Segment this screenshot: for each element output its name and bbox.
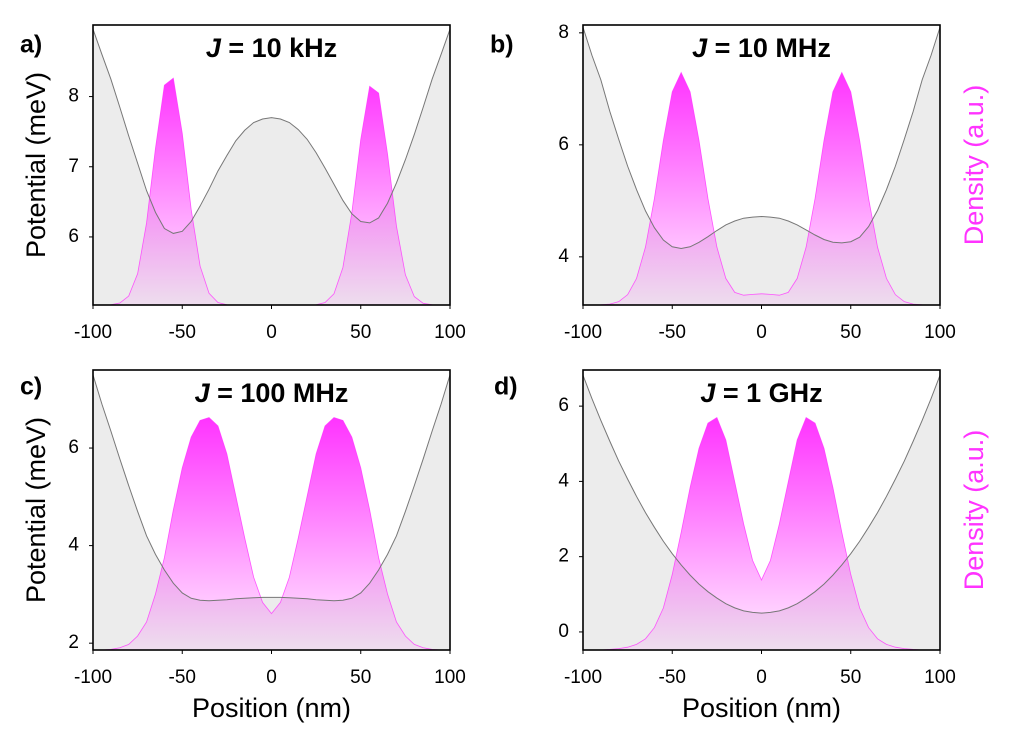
panel-title: J = 10 kHz: [206, 33, 337, 63]
y-tick-label: 2: [558, 546, 569, 567]
y-axis-label: Potential (meV): [21, 72, 51, 258]
panel-title: J = 1 GHz: [700, 378, 822, 408]
y2-axis-label: Density (a.u.): [959, 430, 989, 591]
potential-line: [583, 375, 940, 614]
x-tick-label: 100: [434, 322, 466, 343]
x-axis-label: Position (nm): [192, 693, 351, 723]
plot-area: [583, 27, 940, 305]
y-tick-label: 4: [558, 246, 569, 267]
plot-area: [93, 374, 450, 650]
y-tick-label: 8: [68, 86, 79, 107]
x-tick-label: -100: [564, 667, 602, 688]
potential-line: [93, 29, 450, 234]
y-tick-label: 4: [558, 470, 569, 491]
x-tick-label: 50: [840, 667, 861, 688]
y-tick-label: 8: [558, 22, 569, 43]
panel-title: J = 100 MHz: [195, 378, 349, 408]
panel-label: c): [20, 373, 42, 401]
y-tick-label: 6: [68, 437, 79, 458]
panel-title: J = 10 MHz: [692, 33, 831, 63]
x-tick-label: 50: [840, 322, 861, 343]
x-tick-label: 0: [756, 667, 767, 688]
x-tick-label: -100: [74, 667, 112, 688]
x-axis-label: Position (nm): [682, 693, 841, 723]
density-area: [93, 77, 450, 305]
potential-line: [583, 27, 940, 249]
potential-fill: [93, 374, 450, 650]
y-axis-label: Potential (meV): [21, 417, 51, 603]
x-tick-label: 50: [350, 322, 371, 343]
plot-area: [583, 375, 940, 650]
panel-label: b): [490, 31, 514, 59]
x-tick-label: 0: [756, 322, 767, 343]
y-tick-label: 6: [68, 226, 79, 247]
x-tick-label: 100: [924, 322, 956, 343]
x-tick-label: 50: [350, 667, 371, 688]
y-tick-label: 0: [558, 621, 569, 642]
panel-label: a): [20, 31, 42, 59]
x-tick-label: 0: [266, 322, 277, 343]
x-tick-label: -50: [169, 667, 196, 688]
y2-axis-label: Density (a.u.): [959, 85, 989, 246]
y-tick-label: 2: [68, 632, 79, 653]
x-tick-label: -50: [169, 322, 196, 343]
density-area: [93, 417, 450, 650]
x-tick-label: 100: [434, 667, 466, 688]
potential-line: [93, 374, 450, 602]
x-tick-label: -50: [659, 667, 686, 688]
potential-fill: [583, 27, 940, 305]
y-tick-label: 4: [68, 535, 79, 556]
x-tick-label: 0: [266, 667, 277, 688]
x-tick-label: -50: [659, 322, 686, 343]
y-tick-label: 6: [558, 395, 569, 416]
density-area: [583, 417, 940, 650]
y-tick-label: 7: [68, 156, 79, 177]
panel-label: d): [494, 373, 518, 401]
x-tick-label: -100: [74, 322, 112, 343]
y-tick-label: 6: [558, 134, 569, 155]
x-tick-label: -100: [564, 322, 602, 343]
plot-area: [93, 29, 450, 305]
x-tick-label: 100: [924, 667, 956, 688]
